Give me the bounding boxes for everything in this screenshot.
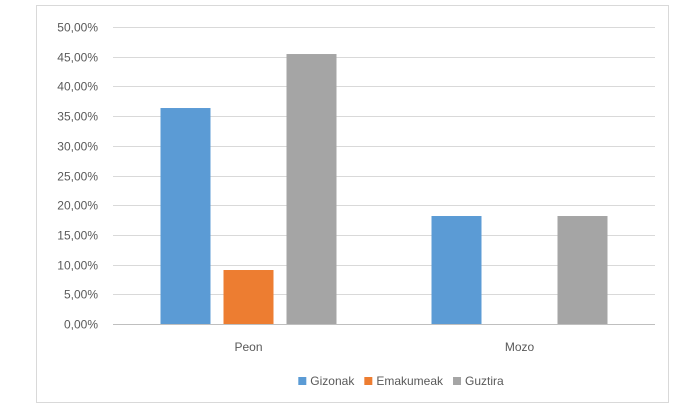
y-tick-label: 20,00% bbox=[57, 199, 98, 213]
legend: Gizonak Emakumeak Guztira bbox=[298, 374, 504, 388]
bar-emakumeak-peon bbox=[223, 270, 274, 324]
y-tick-label: 5,00% bbox=[64, 288, 98, 302]
legend-swatch-emakumeak bbox=[364, 377, 373, 385]
legend-swatch-guztira bbox=[453, 377, 462, 385]
bar-guztira-peon bbox=[286, 54, 337, 324]
legend-label: Gizonak bbox=[310, 374, 355, 388]
y-tick-label: 15,00% bbox=[57, 229, 98, 243]
y-tick-label: 50,00% bbox=[57, 21, 98, 35]
x-category-label: Peon bbox=[234, 340, 262, 354]
y-tick-label: 35,00% bbox=[57, 110, 98, 124]
bar-gizonak-mozo bbox=[431, 216, 482, 324]
legend-label: Guztira bbox=[465, 374, 504, 388]
y-tick-label: 40,00% bbox=[57, 80, 98, 94]
legend-swatch-gizonak bbox=[298, 377, 307, 385]
y-tick-label: 25,00% bbox=[57, 170, 98, 184]
y-tick-label: 0,00% bbox=[64, 318, 98, 332]
bars bbox=[160, 54, 608, 324]
bar-gizonak-peon bbox=[160, 108, 211, 324]
legend-label: Emakumeak bbox=[376, 374, 444, 388]
axes: 0,00% 5,00% 10,00% 15,00% 20,00% 25,00% 30,00%… bbox=[57, 21, 655, 354]
x-category-label: Mozo bbox=[505, 340, 535, 354]
y-tick-label: 10,00% bbox=[57, 259, 98, 273]
chart-border bbox=[36, 5, 669, 403]
bar-guztira-mozo bbox=[557, 216, 608, 324]
y-tick-label: 45,00% bbox=[57, 51, 98, 65]
y-tick-label: 30,00% bbox=[57, 140, 98, 154]
